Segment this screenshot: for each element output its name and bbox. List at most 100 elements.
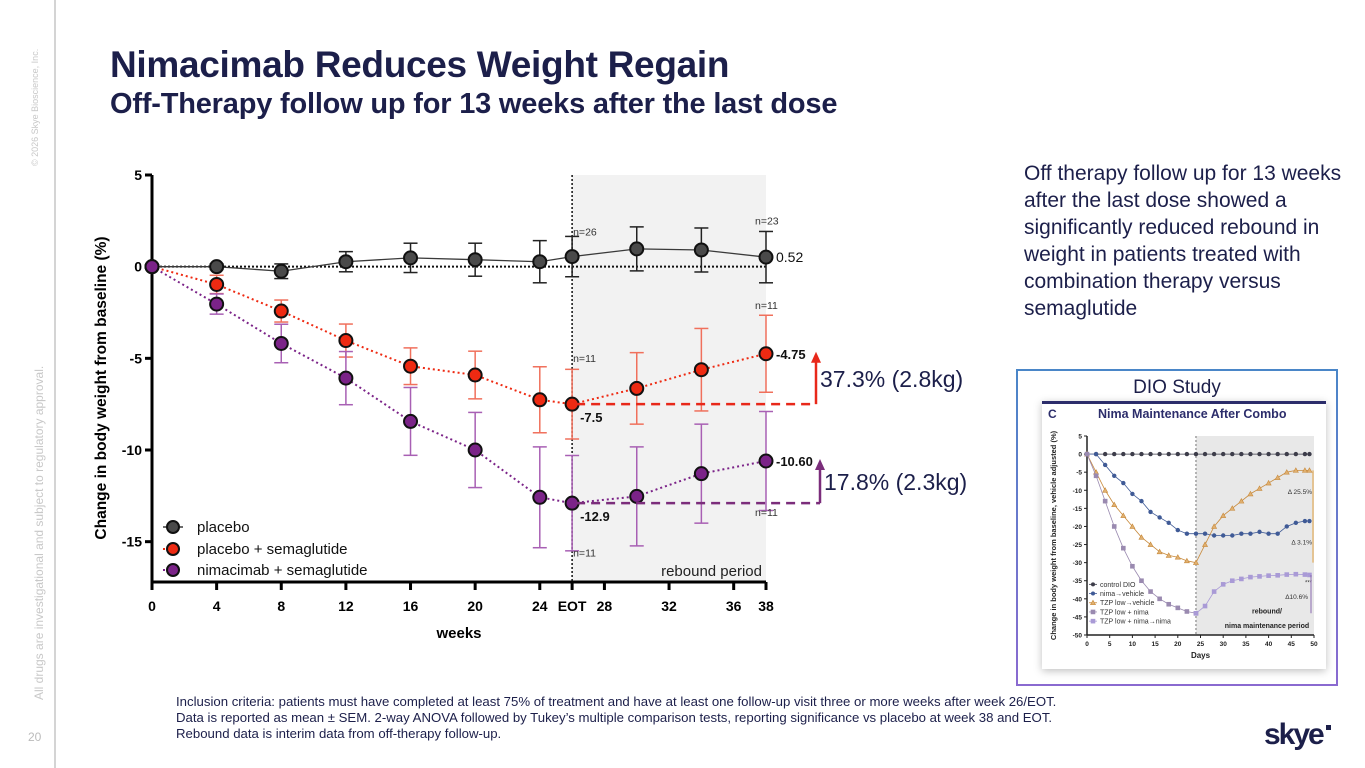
data-point-1 — [532, 392, 548, 408]
dio-point-1 — [1221, 533, 1226, 538]
dio-y-tick-label: -25 — [1073, 542, 1083, 549]
x-tick-label: 16 — [403, 598, 419, 614]
dio-panel-header: DIO Study — [1133, 377, 1221, 398]
dio-point-0 — [1157, 451, 1162, 457]
dio-point-0 — [1302, 451, 1308, 457]
rebound-period-label: rebound period — [661, 563, 762, 580]
dio-point-0 — [1139, 451, 1144, 457]
dio-legend-label: TZP low→vehicle — [1100, 600, 1154, 607]
dio-point-2 — [1220, 512, 1227, 518]
rebound-arrow-head — [811, 351, 821, 363]
dio-point-1 — [1202, 531, 1208, 536]
data-point-0 — [338, 254, 354, 270]
x-tick-label: 36 — [726, 598, 742, 614]
data-point-1 — [629, 380, 645, 396]
dio-point-0 — [1230, 451, 1235, 457]
dio-legend-marker — [1091, 591, 1095, 596]
data-point-1 — [403, 358, 419, 374]
dio-point-1 — [1239, 531, 1244, 536]
dio-point-1 — [1307, 518, 1312, 524]
rebound-percent-label: 37.3% (2.8kg) — [820, 366, 963, 392]
dio-point-0 — [1193, 451, 1199, 457]
dio-point-3 — [1093, 473, 1099, 479]
footnote-interim: Rebound data is interim data from off-th… — [176, 726, 502, 741]
dio-point-0 — [1248, 451, 1253, 457]
y-axis-title: Change in body weight from baseline (%) — [93, 236, 110, 539]
data-point-1 — [338, 333, 354, 349]
data-point-1 — [467, 367, 483, 383]
legend-marker-1 — [166, 542, 180, 556]
dio-point-4 — [1239, 576, 1244, 582]
dio-point-3 — [1148, 589, 1153, 594]
dio-point-4 — [1293, 571, 1299, 577]
dio-point-2 — [1147, 541, 1154, 547]
dio-y-tick-label: 0 — [1078, 452, 1082, 459]
dio-point-2 — [1156, 548, 1163, 555]
dio-point-2 — [1102, 487, 1109, 493]
rebound-arrow-head — [815, 459, 825, 470]
rebound-percent-label: 17.8% (2.3kg) — [824, 469, 967, 495]
dio-delta-label: Δ 3.1% — [1291, 540, 1312, 547]
dio-y-tick-label: -10 — [1073, 488, 1083, 495]
dio-legend-label: nima→vehicle — [1100, 591, 1144, 598]
dio-topbar — [1042, 401, 1326, 404]
data-point-2 — [144, 259, 160, 275]
dio-point-1 — [1093, 451, 1099, 457]
dio-delta-label: Δ10.6% — [1285, 594, 1308, 601]
x-tick-label: 24 — [532, 598, 548, 614]
data-point-0 — [758, 249, 774, 265]
side-rule — [54, 0, 56, 768]
dio-point-3 — [1102, 498, 1108, 504]
dio-point-4 — [1211, 589, 1217, 594]
dio-point-2 — [1138, 534, 1145, 540]
dio-point-0 — [1121, 451, 1126, 457]
dio-x-tick-label: 50 — [1310, 641, 1318, 648]
dio-point-2 — [1174, 554, 1181, 560]
dio-point-3 — [1121, 545, 1126, 551]
dio-point-1 — [1302, 518, 1308, 524]
dio-point-4 — [1302, 572, 1308, 577]
dio-period-label: nima maintenance period — [1225, 623, 1309, 630]
y-tick-label: 0 — [134, 259, 142, 275]
dio-point-2 — [1111, 501, 1118, 508]
x-tick-label: 8 — [277, 598, 285, 614]
dio-point-0 — [1112, 451, 1117, 457]
dio-y-tick-label: -5 — [1076, 470, 1082, 477]
dio-x-tick-label: 20 — [1174, 641, 1182, 648]
weight-regain-chart: rebound period 5 0 -5 -10 -15 0 4 8 12 16 20 24 EOT 28… — [93, 167, 967, 642]
dio-y-tick-label: -40 — [1073, 596, 1083, 603]
dio-point-1 — [1257, 529, 1262, 535]
summary-text: Off therapy follow up for 13 weeks after… — [1024, 162, 1342, 320]
dio-point-0 — [1221, 451, 1226, 457]
dio-chart-card: C Nima Maintenance After Combo 5 0 -5 -10 -1… — [1042, 401, 1326, 669]
dio-period-label: rebound/ — [1252, 608, 1282, 615]
legend-marker-2 — [166, 563, 180, 577]
dio-point-3 — [1157, 596, 1162, 602]
dio-point-4 — [1284, 572, 1290, 577]
dio-x-tick-label: 35 — [1242, 641, 1250, 648]
page-number: 20 — [28, 730, 42, 744]
dio-x-tick-label: 25 — [1197, 641, 1205, 648]
dio-series-line-3 — [1086, 453, 1197, 614]
dio-legend-label: TZP low + nima→nima — [1100, 619, 1171, 626]
value-label: -4.75 — [776, 347, 806, 362]
dio-chart: 50-5-10-15-20-25-30-35-40-45-500 5 10 15 20 2… — [1049, 430, 1318, 660]
dio-point-1 — [1112, 473, 1117, 478]
x-tick-label: 20 — [467, 598, 483, 614]
dio-point-0 — [1175, 451, 1180, 457]
dio-point-2 — [1283, 469, 1290, 475]
dio-legend-marker — [1090, 609, 1096, 615]
data-point-1 — [693, 362, 709, 378]
dio-point-2 — [1183, 557, 1190, 564]
x-tick-label: 12 — [338, 598, 354, 614]
data-point-0 — [209, 259, 225, 275]
dio-x-tick-label: 30 — [1220, 641, 1228, 648]
y-tick-label: -10 — [122, 442, 142, 458]
data-point-0 — [467, 252, 483, 268]
dio-point-3 — [1130, 563, 1135, 569]
dio-y-tick-label: 5 — [1078, 434, 1082, 441]
data-point-0 — [693, 242, 709, 258]
dio-point-4 — [1257, 574, 1262, 579]
data-point-2 — [209, 296, 225, 312]
dio-point-0 — [1166, 451, 1171, 457]
